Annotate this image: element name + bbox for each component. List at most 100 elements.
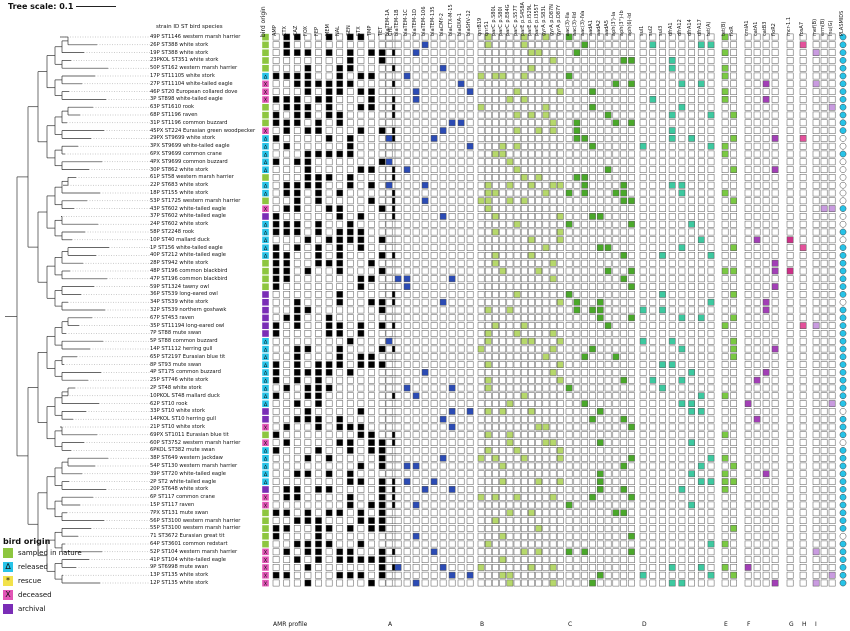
- matrix-cell: [697, 205, 705, 212]
- matrix-cell: [678, 353, 686, 361]
- matrix-cell: [346, 291, 354, 298]
- matrix-cell: [744, 252, 752, 259]
- matrix-cell: [542, 72, 550, 80]
- matrix-cell: [272, 525, 280, 532]
- matrix-cell: [336, 236, 344, 244]
- matrix-cell: [730, 228, 737, 236]
- matrix-cell: [771, 400, 779, 407]
- matrix-cell: [612, 322, 620, 329]
- matrix-cell: [799, 33, 807, 41]
- matrix-cell: [620, 525, 628, 532]
- plasmid-cell: [839, 564, 847, 571]
- strain-label: 64P ST3601 common redstart: [150, 541, 228, 547]
- matrix-cell: [403, 556, 411, 563]
- matrix-cell: [535, 166, 543, 173]
- matrix-cell: [439, 509, 447, 517]
- matrix-cell: [820, 322, 828, 329]
- matrix-cell: [403, 158, 411, 166]
- matrix-cell: [828, 392, 836, 400]
- matrix-cell: [513, 205, 521, 212]
- matrix-cell: [612, 330, 620, 337]
- strain-label: 24P ST602 white stork: [150, 221, 209, 228]
- matrix-cell: [325, 478, 333, 485]
- matrix-cell: [589, 88, 596, 95]
- matrix-cell: [542, 259, 550, 267]
- matrix-cell: [786, 174, 794, 181]
- matrix-cell: [668, 64, 676, 72]
- matrix-cell: [812, 80, 820, 88]
- strain-label: 19P ST388 white stork: [150, 49, 209, 56]
- matrix-cell: [799, 236, 807, 244]
- matrix-cell: [336, 564, 344, 571]
- matrix-cell: [304, 439, 312, 446]
- matrix-cell: [771, 111, 779, 119]
- matrix-cell: [828, 579, 836, 587]
- matrix-cell: [439, 369, 447, 376]
- matrix-cell: [581, 103, 589, 111]
- matrix-cell: [549, 142, 557, 150]
- matrix-cell: [581, 213, 589, 220]
- matrix-cell: [439, 478, 447, 485]
- matrix-cell: [721, 166, 729, 173]
- matrix-cell: [412, 158, 420, 166]
- matrix-cell: [325, 111, 333, 119]
- matrix-cell: [535, 571, 543, 579]
- matrix-cell: [412, 142, 420, 150]
- matrix-cell: [820, 236, 828, 244]
- strain-label: 61P ST58 western marsh harrier: [150, 174, 234, 181]
- matrix-cell: [771, 267, 779, 275]
- matrix-cell: [466, 306, 474, 314]
- matrix-cell: [528, 423, 535, 431]
- matrix-cell: [771, 501, 779, 509]
- matrix-cell: [513, 275, 521, 283]
- matrix-cell: [573, 142, 581, 150]
- matrix-cell: [762, 119, 770, 127]
- matrix-cell: [589, 236, 596, 244]
- matrix-cell: [357, 556, 365, 563]
- matrix-cell: [678, 447, 686, 454]
- matrix-cell: [506, 142, 514, 150]
- matrix-cell: [730, 517, 737, 524]
- matrix-cell: [812, 361, 820, 368]
- matrix-cell: [542, 392, 550, 400]
- matrix-cell: [357, 166, 365, 173]
- matrix-cell: [439, 72, 447, 80]
- matrix-cell: [549, 205, 557, 212]
- matrix-cell: [535, 564, 543, 571]
- matrix-cell: [542, 322, 550, 329]
- matrix-cell: [346, 525, 354, 532]
- matrix-cell: [293, 478, 301, 485]
- matrix-cell: [506, 283, 514, 290]
- matrix-cell: [604, 111, 612, 119]
- matrix-cell: [535, 447, 543, 454]
- matrix-cell: [492, 408, 499, 415]
- matrix-cell: [499, 376, 507, 384]
- matrix-cell: [828, 57, 836, 64]
- matrix-cell: [799, 205, 807, 212]
- matrix-cell: [753, 439, 761, 446]
- matrix-cell: [678, 486, 686, 493]
- matrix-cell: [403, 96, 411, 103]
- matrix-cell: [421, 462, 429, 470]
- matrix-cell: [542, 119, 550, 127]
- matrix-cell: [697, 41, 705, 49]
- matrix-cell: [573, 353, 581, 361]
- matrix-cell: [707, 119, 715, 127]
- matrix-cell: [628, 556, 635, 563]
- matrix-cell: [753, 384, 761, 392]
- strain-label: 2P ST48 white stork: [150, 385, 202, 391]
- matrix-cell: [394, 259, 402, 267]
- plasmid-cell: [839, 556, 847, 563]
- matrix-cell: [799, 478, 807, 485]
- matrix-cell: [649, 267, 657, 275]
- matrix-cell: [612, 306, 620, 314]
- matrix-cell: [589, 439, 596, 446]
- origin-cell: [261, 95, 270, 104]
- matrix-cell: [439, 447, 447, 454]
- matrix-cell: [612, 213, 620, 220]
- matrix-cell: [565, 314, 573, 322]
- matrix-cell: [412, 564, 420, 571]
- matrix-cell: [357, 400, 365, 407]
- matrix-cell: [499, 103, 507, 111]
- matrix-cell: [368, 275, 375, 283]
